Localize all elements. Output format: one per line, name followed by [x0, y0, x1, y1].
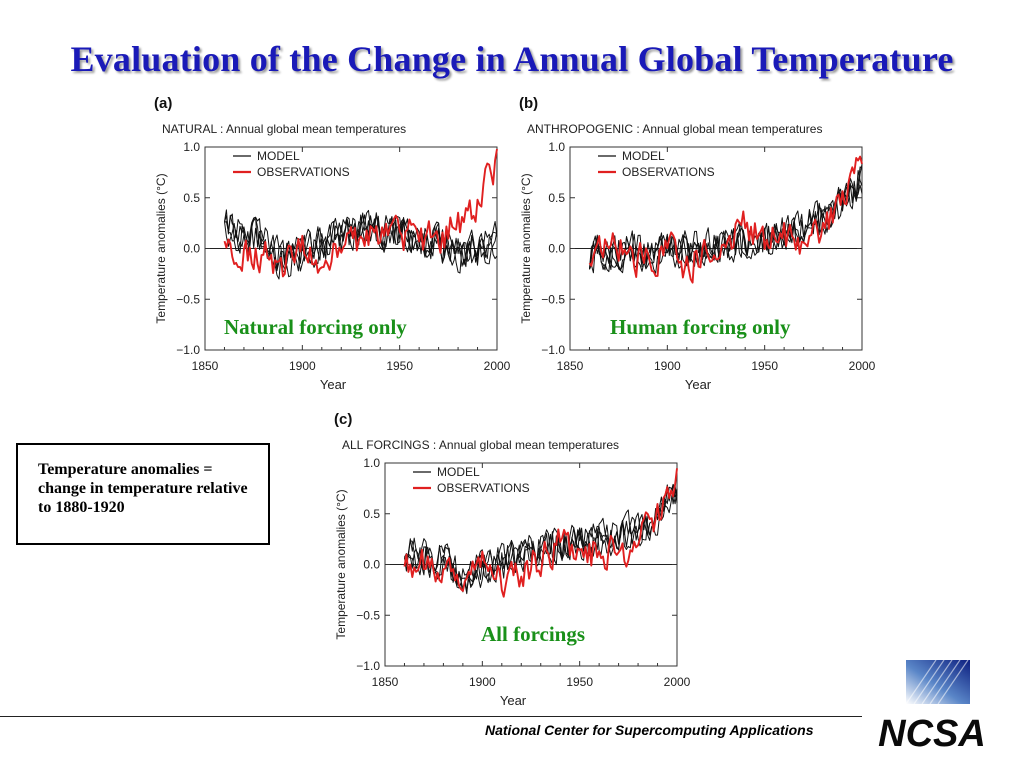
observations-series-line [588, 155, 863, 284]
y-axis-label: Temperature anomalies (°C) [519, 173, 533, 323]
x-tick-label: 1900 [469, 675, 496, 689]
chart-svg: (a) NATURAL : Annual global mean temperat… [154, 95, 511, 392]
note-box: Temperature anomalies = change in temper… [16, 443, 270, 545]
panel-label: (a) [154, 95, 172, 112]
ncsa-logo-text: NCSA [878, 713, 986, 755]
y-axis-label: Temperature anomalies (°C) [154, 173, 168, 323]
y-tick-label: 0.0 [548, 242, 565, 256]
chart-title: NATURAL : Annual global mean temperature… [162, 122, 406, 136]
x-tick-label: 1850 [192, 359, 219, 373]
ncsa-logo-graphic: NCSA [878, 659, 986, 755]
chart-svg: (c) ALL FORCINGS : Annual global mean tem… [334, 411, 691, 708]
chart-title: ANTHROPOGENIC : Annual global mean tempe… [527, 122, 822, 136]
legend-label: MODEL [257, 149, 300, 163]
ncsa-logo: NCSA [866, 659, 998, 756]
model-series-line [589, 166, 863, 274]
y-tick-label: 0.5 [363, 507, 380, 521]
panel-label: (b) [519, 95, 538, 112]
note-text: Temperature anomalies = change in temper… [38, 461, 248, 516]
x-tick-label: 1900 [289, 359, 316, 373]
legend-label: MODEL [437, 465, 480, 479]
observations-series-line [403, 468, 678, 598]
slide-title: Evaluation of the Change in Annual Globa… [70, 39, 954, 79]
y-tick-label: −1.0 [176, 343, 200, 357]
legend-label: MODEL [622, 149, 665, 163]
natural-forcing-label: Natural forcing only [224, 315, 407, 339]
all-forcings-label: All forcings [481, 622, 586, 646]
model-series-line [589, 170, 863, 271]
y-tick-label: 0.0 [363, 558, 380, 572]
human-forcing-label: Human forcing only [610, 315, 791, 339]
chart-anthropogenic: (b) ANTHROPOGENIC : Annual global mean te… [515, 92, 885, 392]
legend-label: OBSERVATIONS [622, 165, 715, 179]
y-tick-label: −0.5 [356, 608, 380, 622]
legend-label: OBSERVATIONS [257, 165, 350, 179]
x-tick-label: 1950 [751, 359, 778, 373]
x-tick-label: 2000 [849, 359, 876, 373]
y-tick-label: 1.0 [548, 140, 565, 154]
model-series-line [589, 164, 863, 274]
y-tick-label: 0.0 [183, 242, 200, 256]
y-tick-label: 1.0 [183, 140, 200, 154]
footer-text: National Center for Supercomputing Appli… [485, 722, 814, 738]
y-axis-label: Temperature anomalies (°C) [334, 489, 348, 639]
y-tick-label: −0.5 [541, 292, 565, 306]
x-axis-label: Year [500, 693, 527, 708]
footer-divider [0, 716, 862, 717]
y-tick-label: 0.5 [548, 191, 565, 205]
model-series-line [404, 484, 678, 593]
y-tick-label: −0.5 [176, 292, 200, 306]
y-tick-label: −1.0 [356, 659, 380, 673]
x-tick-label: 1850 [372, 675, 399, 689]
x-tick-label: 2000 [664, 675, 691, 689]
model-series-line [224, 214, 498, 263]
observations-series-line [223, 148, 498, 278]
y-tick-label: −1.0 [541, 343, 565, 357]
chart-natural: (a) NATURAL : Annual global mean temperat… [150, 92, 520, 392]
panel-label: (c) [334, 411, 352, 428]
chart-title: ALL FORCINGS : Annual global mean temper… [342, 438, 619, 452]
y-tick-label: 1.0 [363, 456, 380, 470]
x-axis-label: Year [320, 377, 347, 392]
chart-all-forcings: (c) ALL FORCINGS : Annual global mean tem… [330, 408, 700, 708]
x-tick-label: 1950 [566, 675, 593, 689]
x-tick-label: 1900 [654, 359, 681, 373]
x-axis-label: Year [685, 377, 712, 392]
x-tick-label: 1950 [386, 359, 413, 373]
x-tick-label: 1850 [557, 359, 584, 373]
chart-svg: (b) ANTHROPOGENIC : Annual global mean te… [519, 95, 876, 392]
legend-label: OBSERVATIONS [437, 481, 530, 495]
x-tick-label: 2000 [484, 359, 511, 373]
y-tick-label: 0.5 [183, 191, 200, 205]
